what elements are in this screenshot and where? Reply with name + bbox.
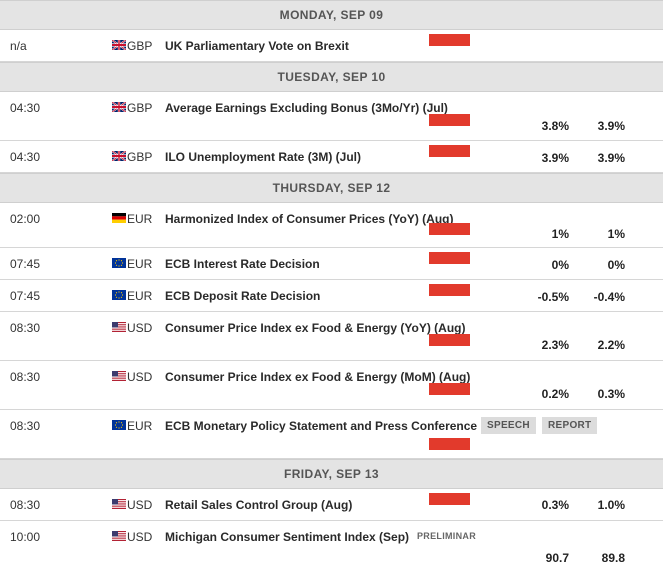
currency-code: EUR — [127, 212, 153, 226]
event-name[interactable]: Consumer Price Index ex Food & Energy (M… — [165, 370, 471, 384]
preliminary-label: PRELIMINAR — [417, 531, 476, 541]
impact-high-bar — [429, 114, 470, 126]
germany-flag-icon — [112, 213, 126, 223]
event-row[interactable]: 04:30 GBP ILO Unemployment Rate (3M) (Ju… — [0, 141, 663, 173]
currency-code: USD — [127, 498, 153, 512]
consensus-value: 89.8 — [601, 551, 625, 565]
uk-flag-icon — [112, 102, 126, 112]
us-flag-icon — [112, 499, 126, 509]
day-header: MONDAY, SEP 09 — [0, 0, 663, 30]
day-header: THURSDAY, SEP 12 — [0, 173, 663, 203]
event-time: 04:30 — [10, 150, 41, 164]
impact-high-bar — [429, 334, 470, 346]
event-name[interactable]: ILO Unemployment Rate (3M) (Jul) — [165, 150, 362, 164]
currency-code: EUR — [127, 257, 153, 271]
event-time: 08:30 — [10, 321, 41, 335]
event-row[interactable]: 07:45 EUR ECB Deposit Rate Decision -0.5… — [0, 280, 663, 312]
previous-value: 0.3% — [541, 498, 569, 512]
event-time: 04:30 — [10, 101, 41, 115]
uk-flag-icon — [112, 40, 126, 50]
day-header: TUESDAY, SEP 10 — [0, 62, 663, 92]
event-name[interactable]: Consumer Price Index ex Food & Energy (Y… — [165, 321, 466, 335]
uk-flag-icon — [112, 151, 126, 161]
event-row[interactable]: 02:00 EUR Harmonized Index of Consumer P… — [0, 203, 663, 248]
event-row[interactable]: n/a GBP UK Parliamentary Vote on Brexit — [0, 30, 663, 62]
event-name[interactable]: ECB Monetary Policy Statement and Press … — [165, 419, 478, 433]
consensus-value: 1% — [607, 227, 625, 241]
consensus-value: 1.0% — [597, 498, 625, 512]
event-time: 10:00 — [10, 530, 41, 544]
consensus-value: 3.9% — [597, 119, 625, 133]
currency-code: EUR — [127, 289, 153, 303]
impact-high-bar — [429, 383, 470, 395]
currency-code: GBP — [127, 150, 153, 164]
event-time: 02:00 — [10, 212, 41, 226]
previous-value: 0.2% — [541, 387, 569, 401]
event-time: 08:30 — [10, 370, 41, 384]
event-name[interactable]: Michigan Consumer Sentiment Index (Sep) — [165, 530, 410, 544]
eu-flag-icon — [112, 420, 126, 430]
event-name[interactable]: ECB Interest Rate Decision — [165, 257, 320, 271]
consensus-value: 0% — [607, 258, 625, 272]
event-row[interactable]: 07:45 EUR ECB Interest Rate Decision 0% … — [0, 248, 663, 280]
event-name[interactable]: UK Parliamentary Vote on Brexit — [165, 39, 349, 53]
event-row[interactable]: 08:30 USD Consumer Price Index ex Food &… — [0, 361, 663, 410]
previous-value: 0% — [551, 258, 569, 272]
previous-value: 3.8% — [541, 119, 569, 133]
currency-code: USD — [127, 530, 153, 544]
eu-flag-icon — [112, 258, 126, 268]
event-row[interactable]: 08:30 USD Retail Sales Control Group (Au… — [0, 489, 663, 521]
consensus-value: 3.9% — [597, 151, 625, 165]
speech-tag-button[interactable]: SPEECH — [481, 417, 536, 434]
event-time: 08:30 — [10, 419, 41, 433]
impact-high-bar — [429, 493, 470, 505]
event-row[interactable]: 08:30 USD Consumer Price Index ex Food &… — [0, 312, 663, 361]
event-name[interactable]: Retail Sales Control Group (Aug) — [165, 498, 353, 512]
event-row[interactable]: 10:00 USD Michigan Consumer Sentiment In… — [0, 521, 663, 569]
previous-value: 2.3% — [541, 338, 569, 352]
impact-high-bar — [429, 34, 470, 46]
currency-code: GBP — [127, 101, 153, 115]
previous-value: 1% — [551, 227, 569, 241]
eu-flag-icon — [112, 290, 126, 300]
previous-value: -0.5% — [537, 290, 569, 304]
event-time: 07:45 — [10, 257, 41, 271]
consensus-value: 2.2% — [597, 338, 625, 352]
currency-code: USD — [127, 321, 153, 335]
event-name[interactable]: Average Earnings Excluding Bonus (3Mo/Yr… — [165, 101, 448, 115]
impact-high-bar — [429, 252, 470, 264]
currency-code: USD — [127, 370, 153, 384]
impact-high-bar — [429, 223, 470, 235]
consensus-value: -0.4% — [593, 290, 625, 304]
impact-high-bar — [429, 284, 470, 296]
event-name[interactable]: Harmonized Index of Consumer Prices (YoY… — [165, 212, 454, 226]
event-time: 07:45 — [10, 289, 41, 303]
day-header: FRIDAY, SEP 13 — [0, 459, 663, 489]
currency-code: GBP — [127, 39, 153, 53]
us-flag-icon — [112, 322, 126, 332]
us-flag-icon — [112, 531, 126, 541]
previous-value: 3.9% — [541, 151, 569, 165]
us-flag-icon — [112, 371, 126, 381]
impact-high-bar — [429, 438, 470, 450]
impact-high-bar — [429, 145, 470, 157]
event-row[interactable]: 08:30 EUR ECB Monetary Policy Statement … — [0, 410, 663, 459]
event-time: n/a — [10, 39, 27, 53]
currency-code: EUR — [127, 419, 153, 433]
event-name[interactable]: ECB Deposit Rate Decision — [165, 289, 321, 303]
event-row[interactable]: 04:30 GBP Average Earnings Excluding Bon… — [0, 92, 663, 141]
report-tag-button[interactable]: REPORT — [542, 417, 598, 434]
consensus-value: 0.3% — [597, 387, 625, 401]
previous-value: 90.7 — [545, 551, 569, 565]
event-time: 08:30 — [10, 498, 41, 512]
